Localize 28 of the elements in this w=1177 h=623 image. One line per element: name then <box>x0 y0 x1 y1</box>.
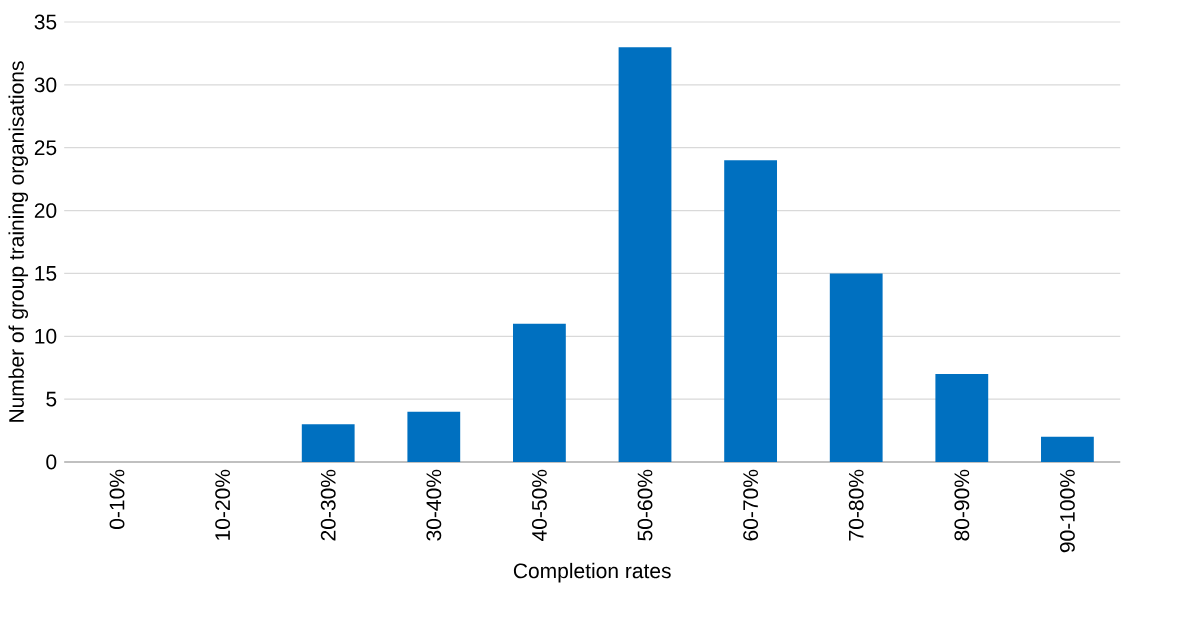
y-axis-title: Number of group training organisations <box>8 61 29 422</box>
x-tick-label: 10-20% <box>215 469 231 540</box>
y-tick-label: 0 <box>46 454 57 470</box>
x-tick-label: 60-70% <box>743 469 759 541</box>
y-tick-label: 20 <box>34 203 57 219</box>
bar <box>935 374 989 462</box>
y-tick-label: 15 <box>35 266 57 281</box>
x-axis-title: Completion rates <box>513 562 671 583</box>
x-tick-label: 50-60% <box>637 469 653 541</box>
bar <box>829 273 883 462</box>
x-tick-label: 80-90% <box>954 469 970 541</box>
bar <box>724 160 778 462</box>
y-tick-label: 5 <box>46 391 57 407</box>
x-tick-label: 0-10% <box>109 469 125 529</box>
x-tick-label: 40-50% <box>531 469 547 541</box>
y-tick-label: 10 <box>35 328 57 344</box>
bar <box>513 323 566 462</box>
bar <box>618 47 672 462</box>
y-tick-label: 35 <box>34 14 57 30</box>
x-tick-label: 70-80% <box>848 469 864 541</box>
bar <box>1041 436 1094 462</box>
x-tick-label: 30-40% <box>426 469 442 541</box>
y-tick-label: 25 <box>34 140 57 156</box>
bar <box>301 424 355 462</box>
x-tick-label: 90-100% <box>1059 469 1075 553</box>
y-tick-label: 30 <box>34 77 57 93</box>
bar <box>407 411 461 462</box>
x-tick-label: 20-30% <box>320 469 336 541</box>
